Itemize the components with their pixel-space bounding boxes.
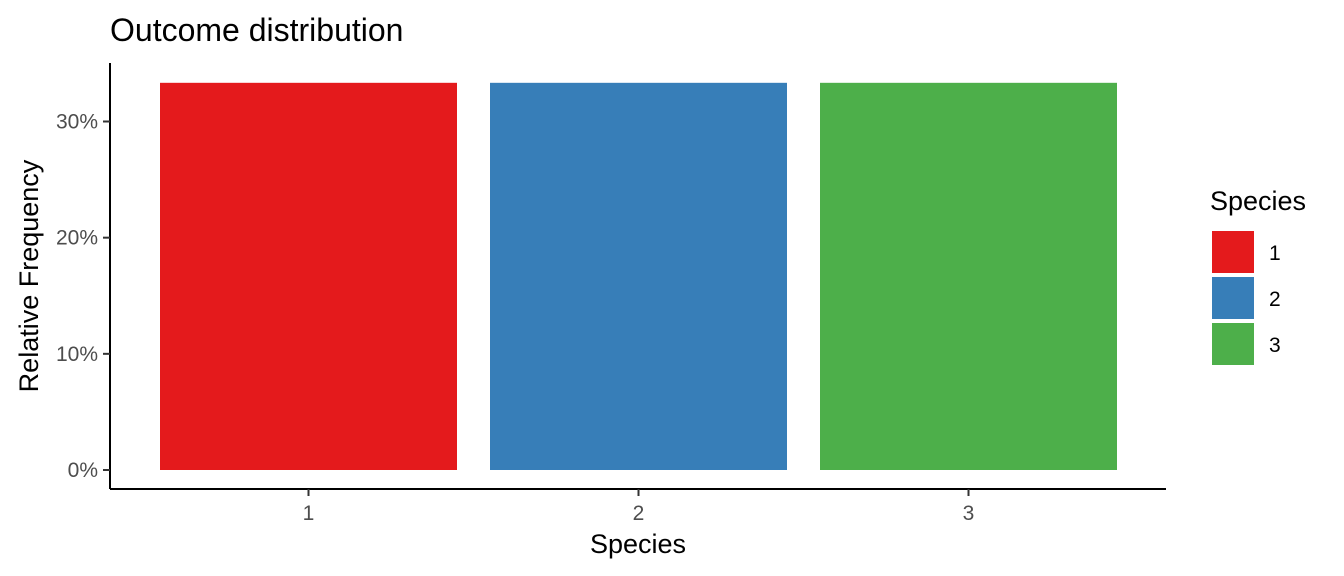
y-tick-label: 30% [56, 111, 98, 134]
legend-key-1 [1212, 231, 1254, 273]
chart-title: Outcome distribution [110, 12, 403, 48]
legend-items: 1 2 3 [1212, 231, 1281, 365]
bar-3 [820, 82, 1117, 470]
bars-group [160, 82, 1117, 470]
x-tick-label: 3 [963, 502, 975, 525]
y-tick-label: 20% [56, 227, 98, 250]
x-ticks-group: 1 2 3 [303, 489, 975, 525]
legend-key-3 [1212, 323, 1254, 365]
y-tick-label: 10% [56, 343, 98, 366]
x-axis-title: Species [590, 529, 686, 559]
legend-title: Species [1210, 186, 1306, 216]
x-tick-label: 2 [633, 502, 645, 525]
bar-1 [160, 82, 457, 470]
legend-label: 1 [1269, 242, 1281, 265]
legend-key-2 [1212, 277, 1254, 319]
x-tick-label: 1 [303, 502, 315, 525]
legend-label: 2 [1269, 288, 1281, 311]
legend-label: 3 [1269, 334, 1281, 357]
legend: Species 1 2 3 [1210, 186, 1306, 365]
y-axis-title: Relative Frequency [14, 159, 44, 392]
y-ticks-group: 0% 10% 20% 30% [56, 111, 110, 482]
bar-2 [490, 82, 787, 470]
y-tick-label: 0% [68, 459, 98, 482]
